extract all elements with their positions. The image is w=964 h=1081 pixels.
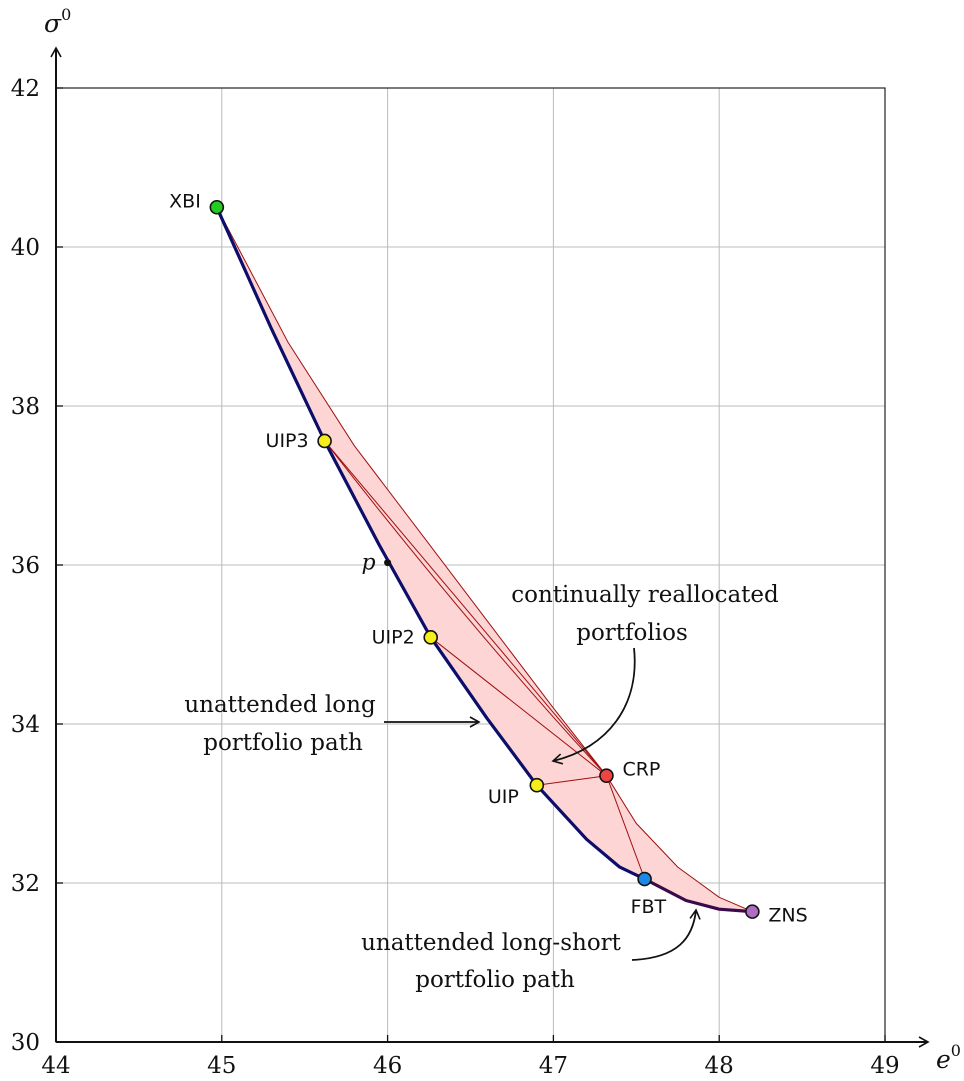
point-uip2 [423, 630, 439, 645]
point-crp [599, 768, 614, 783]
point-label-xbi: XBI [169, 190, 201, 212]
annotation-ls-line2: portfolio path [415, 967, 575, 993]
series-long-path [215, 206, 646, 881]
point-xbi [209, 199, 225, 215]
annotation-ls-arrow [631, 908, 701, 961]
point-label-fbt: FBT [631, 896, 667, 918]
y-tick-label: 32 [11, 871, 40, 897]
point-label-p: p [362, 551, 376, 576]
point-label-zns: ZNS [768, 905, 807, 927]
x-axis-title: e0 [936, 1041, 961, 1074]
annotation-ls-line1: unattended long-short [361, 930, 622, 956]
point-uip3 [317, 433, 332, 449]
rebalance-line-uip [536, 775, 607, 786]
ticks: 44 45 46 47 48 49 30 32 34 36 38 40 42 [11, 76, 900, 1079]
point-zns [745, 904, 760, 919]
x-axis-title-sup: 0 [951, 1041, 961, 1060]
y-tick-label: 40 [11, 235, 40, 261]
x-tick-label: 44 [41, 1053, 70, 1079]
rebalance-line-fbt [606, 775, 646, 880]
point-p [384, 559, 392, 567]
x-tick-label: 47 [539, 1053, 568, 1079]
y-tick-label: 36 [11, 553, 40, 579]
rebalance-line-uip3 [324, 440, 607, 777]
rebalance-curve-uip3 [324, 440, 607, 777]
y-tick-label: 34 [11, 712, 40, 738]
x-tick-label: 45 [207, 1053, 236, 1079]
point-label-uip: UIP [488, 786, 519, 808]
point-label-crp: CRP [622, 759, 660, 781]
crp-region [216, 207, 753, 913]
annotation-long-line2: portfolio path [203, 730, 363, 756]
annotation-crp-line2: portfolios [576, 620, 688, 646]
points: XBI UIP3 UIP2 UIP CRP FBT ZNS p [169, 190, 807, 926]
y-tick-label: 38 [11, 394, 40, 420]
y-axis-title-sup: 0 [61, 5, 71, 24]
point-label-uip2: UIP2 [372, 626, 415, 648]
point-fbt [637, 871, 652, 887]
axes: e0 σ0 [44, 5, 961, 1074]
x-tick-label: 49 [870, 1053, 899, 1079]
annotation-long-line1: unattended long [184, 692, 376, 718]
grid [55, 87, 886, 1043]
y-tick-label: 42 [11, 76, 40, 102]
crp-region-fill [216, 207, 753, 912]
point-uip [529, 777, 545, 793]
x-tick-label: 48 [705, 1053, 734, 1079]
x-tick-label: 46 [373, 1053, 402, 1079]
series-long-short-path [643, 877, 753, 914]
crp-upper-boundary [216, 207, 607, 777]
y-tick-label: 30 [11, 1030, 40, 1056]
crp-zns-boundary [606, 775, 753, 913]
point-label-uip3: UIP3 [266, 430, 309, 452]
annotation-crp-line1: continually reallocated [511, 582, 779, 608]
series [215, 206, 753, 914]
y-axis-title: σ0 [44, 5, 71, 38]
annotation-crp-arrow [551, 647, 636, 765]
annotations: continually reallocated portfolios unatt… [184, 582, 779, 993]
